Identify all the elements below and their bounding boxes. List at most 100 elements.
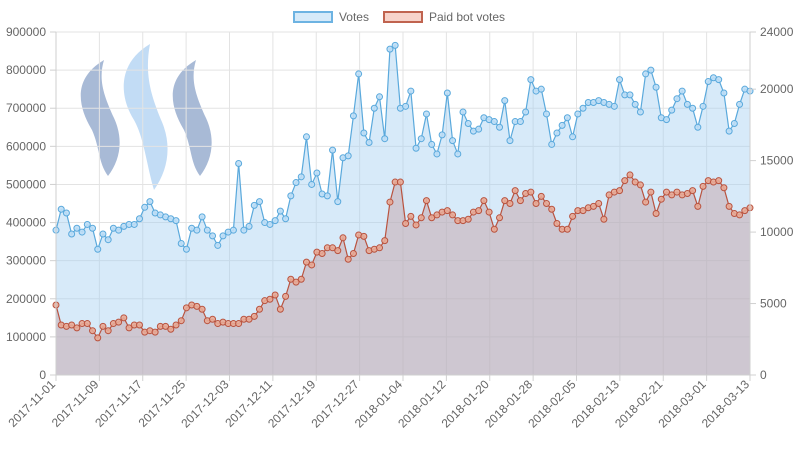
point-votes[interactable] [417, 135, 425, 143]
point-paid-bot-votes[interactable] [318, 250, 326, 258]
point-votes[interactable] [360, 129, 368, 137]
point-paid-bot-votes[interactable] [657, 195, 665, 203]
point-paid-bot-votes[interactable] [720, 184, 728, 192]
point-paid-bot-votes[interactable] [334, 247, 342, 255]
point-paid-bot-votes[interactable] [68, 321, 76, 329]
point-votes[interactable] [172, 217, 180, 225]
point-votes[interactable] [245, 222, 253, 230]
point-votes[interactable] [678, 87, 686, 95]
point-paid-bot-votes[interactable] [537, 192, 545, 200]
point-votes[interactable] [266, 220, 274, 228]
point-paid-bot-votes[interactable] [245, 315, 253, 323]
point-paid-bot-votes[interactable] [376, 244, 384, 252]
point-votes[interactable] [292, 179, 300, 187]
point-votes[interactable] [631, 100, 639, 108]
point-votes[interactable] [391, 41, 399, 49]
point-votes[interactable] [344, 152, 352, 160]
point-votes[interactable] [579, 104, 587, 112]
point-votes[interactable] [271, 217, 279, 225]
point-votes[interactable] [412, 144, 420, 152]
point-votes[interactable] [553, 129, 561, 137]
point-paid-bot-votes[interactable] [99, 322, 107, 330]
point-paid-bot-votes[interactable] [511, 187, 519, 195]
point-paid-bot-votes[interactable] [642, 198, 650, 206]
point-paid-bot-votes[interactable] [569, 212, 577, 220]
point-paid-bot-votes[interactable] [501, 197, 509, 205]
point-votes[interactable] [475, 125, 483, 133]
point-votes[interactable] [78, 228, 86, 236]
point-paid-bot-votes[interactable] [182, 304, 190, 312]
point-votes[interactable] [99, 230, 107, 238]
point-paid-bot-votes[interactable] [694, 202, 702, 210]
point-paid-bot-votes[interactable] [94, 334, 102, 342]
point-votes[interactable] [652, 83, 660, 91]
point-paid-bot-votes[interactable] [631, 178, 639, 186]
point-paid-bot-votes[interactable] [83, 320, 91, 328]
point-votes[interactable] [282, 215, 290, 223]
point-paid-bot-votes[interactable] [673, 188, 681, 196]
point-votes[interactable] [730, 119, 738, 127]
point-paid-bot-votes[interactable] [381, 237, 389, 245]
point-paid-bot-votes[interactable] [297, 275, 305, 283]
point-votes[interactable] [308, 180, 316, 188]
point-paid-bot-votes[interactable] [120, 314, 128, 322]
point-votes[interactable] [235, 159, 243, 167]
point-paid-bot-votes[interactable] [172, 321, 180, 329]
point-votes[interactable] [130, 220, 138, 228]
point-votes[interactable] [209, 232, 217, 240]
point-paid-bot-votes[interactable] [548, 205, 556, 213]
point-votes[interactable] [214, 241, 222, 249]
point-paid-bot-votes[interactable] [579, 207, 587, 215]
point-paid-bot-votes[interactable] [683, 190, 691, 197]
point-votes[interactable] [135, 215, 143, 223]
point-votes[interactable] [636, 108, 644, 116]
point-votes[interactable] [407, 87, 415, 95]
point-paid-bot-votes[interactable] [616, 187, 624, 195]
point-votes[interactable] [689, 104, 697, 112]
point-paid-bot-votes[interactable] [308, 261, 316, 269]
point-votes[interactable] [219, 232, 227, 240]
point-paid-bot-votes[interactable] [167, 325, 175, 333]
point-votes[interactable] [663, 116, 671, 124]
point-paid-bot-votes[interactable] [647, 188, 655, 196]
point-votes[interactable] [543, 110, 550, 118]
point-votes[interactable] [334, 198, 342, 206]
point-paid-bot-votes[interactable] [417, 214, 425, 222]
point-votes[interactable] [647, 66, 655, 74]
point-votes[interactable] [704, 78, 712, 86]
point-votes[interactable] [563, 114, 571, 122]
point-votes[interactable] [256, 198, 263, 206]
point-paid-bot-votes[interactable] [412, 221, 420, 229]
point-paid-bot-votes[interactable] [506, 200, 514, 207]
point-paid-bot-votes[interactable] [344, 255, 352, 263]
point-votes[interactable] [496, 123, 504, 131]
point-paid-bot-votes[interactable] [516, 197, 524, 205]
point-paid-bot-votes[interactable] [407, 212, 415, 220]
point-votes[interactable] [699, 102, 707, 110]
point-paid-bot-votes[interactable] [276, 305, 284, 313]
point-votes[interactable] [115, 226, 123, 234]
point-paid-bot-votes[interactable] [589, 202, 597, 210]
point-votes[interactable] [141, 203, 149, 211]
point-paid-bot-votes[interactable] [73, 324, 81, 332]
point-paid-bot-votes[interactable] [339, 234, 347, 242]
point-votes[interactable] [736, 100, 744, 108]
point-paid-bot-votes[interactable] [464, 215, 472, 223]
point-votes[interactable] [349, 112, 357, 120]
point-paid-bot-votes[interactable] [636, 181, 644, 189]
point-votes[interactable] [725, 127, 733, 135]
point-votes[interactable] [302, 133, 310, 141]
point-paid-bot-votes[interactable] [621, 177, 629, 185]
point-votes[interactable] [642, 70, 650, 78]
point-votes[interactable] [527, 76, 535, 84]
point-paid-bot-votes[interactable] [668, 191, 676, 199]
point-paid-bot-votes[interactable] [527, 188, 535, 196]
point-paid-bot-votes[interactable] [563, 225, 571, 233]
point-votes[interactable] [715, 76, 723, 84]
point-paid-bot-votes[interactable] [428, 214, 436, 222]
point-paid-bot-votes[interactable] [496, 214, 504, 222]
point-paid-bot-votes[interactable] [266, 295, 274, 303]
point-votes[interactable] [569, 133, 577, 141]
point-votes[interactable] [464, 119, 472, 127]
point-paid-bot-votes[interactable] [725, 202, 733, 210]
